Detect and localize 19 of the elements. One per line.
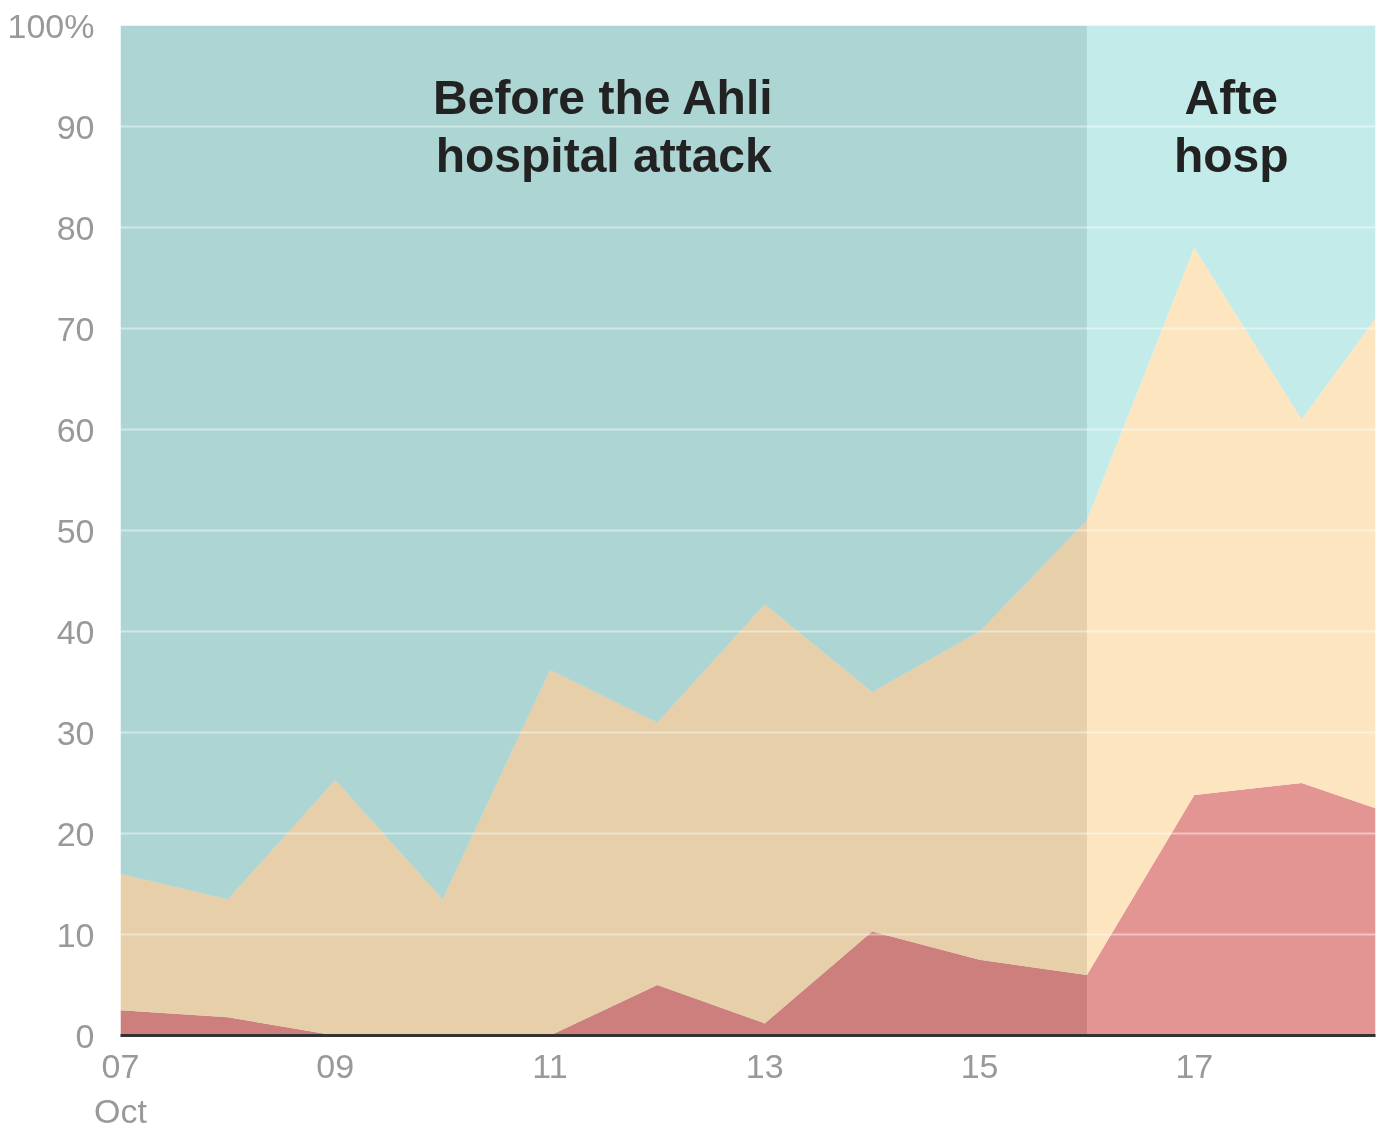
x-tick-label: 09: [316, 1046, 355, 1085]
x-tick-label: 17: [1175, 1046, 1214, 1085]
x-tick-label: 11: [532, 1046, 568, 1085]
x-tick-label: 15: [960, 1046, 999, 1085]
y-tick-label: 0: [75, 1016, 95, 1055]
y-tick-label: 50: [56, 511, 95, 550]
y-tick-label: 60: [56, 410, 95, 449]
y-tick-label: 10: [56, 915, 95, 954]
y-tick-label: 100%: [7, 6, 95, 45]
y-tick-label: 80: [56, 208, 95, 247]
y-tick-label: 20: [56, 814, 95, 853]
y-tick-label: 40: [56, 612, 95, 651]
x-tick-label: 13: [745, 1046, 784, 1085]
y-tick-label: 30: [56, 713, 95, 752]
y-tick-label: 70: [56, 309, 95, 348]
x-tick-label: 07 Oct: [94, 1046, 148, 1131]
y-tick-label: 90: [56, 107, 95, 146]
band-label: Before the Ahli hospital attack: [433, 70, 773, 183]
band-label: Afte hosp: [1173, 70, 1289, 183]
